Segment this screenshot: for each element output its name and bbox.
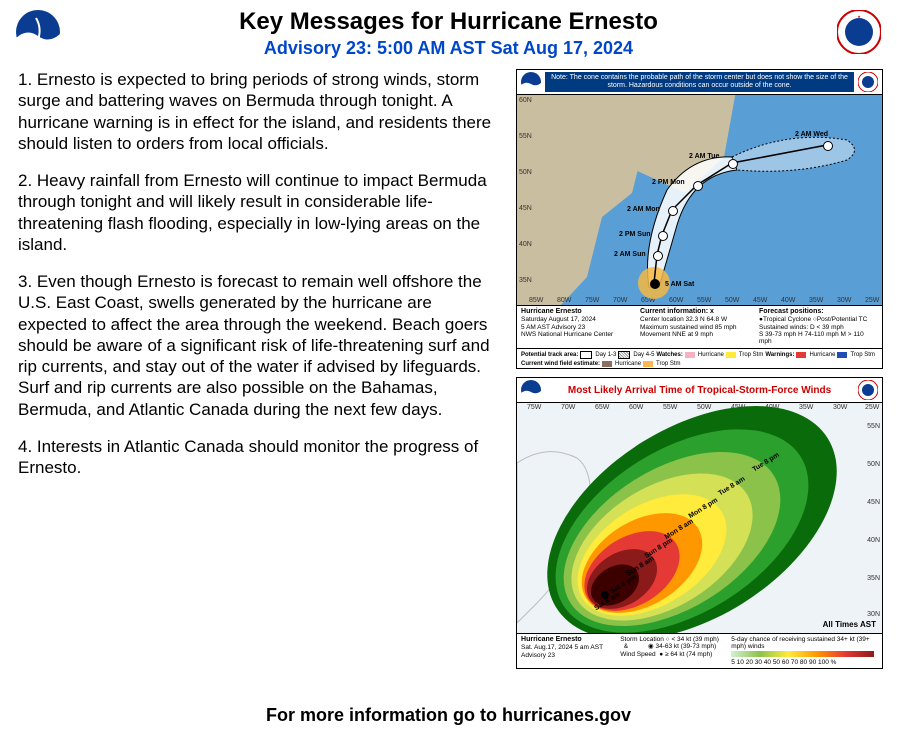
swatch-hur-warn xyxy=(796,352,806,358)
cone-map-canvas: 60N 55N 50N 45N 40N 35N 85W 80W 75W 70W … xyxy=(517,95,882,305)
cone-note-banner: Note: The cone contains the probable pat… xyxy=(545,72,854,91)
arrival-time-map: Most Likely Arrival Time of Tropical-Sto… xyxy=(516,377,883,669)
fp-tc: ●Tropical Cyclone ○Post/Potential TC xyxy=(759,316,867,323)
cone-legend: Potential track area: Day 1-3 Day 4-5 Wa… xyxy=(517,348,882,369)
swatch-hur-watch xyxy=(685,352,695,358)
cone-info-strip: Hurricane Ernesto Saturday August 17, 20… xyxy=(517,305,882,348)
legend-warnings: Warnings: xyxy=(765,352,794,358)
storm-loc-lbl: Storm Location xyxy=(620,636,664,643)
nws-mini-icon xyxy=(858,72,878,92)
header: ★ Key Messages for Hurricane Ernesto Adv… xyxy=(0,0,897,59)
footer-link-text: For more information go to hurricanes.go… xyxy=(0,705,897,726)
legend-d13: Day 1-3 xyxy=(595,352,616,358)
k64: ≥ 64 kt (74 mph) xyxy=(665,651,712,658)
info-adv-2: Advisory 23 xyxy=(521,652,555,659)
legend-track: Potential track area: xyxy=(521,352,578,358)
swatch-d45 xyxy=(618,351,630,359)
info-src: NWS National Hurricane Center xyxy=(521,331,613,338)
track-point xyxy=(653,251,663,261)
track-point-current xyxy=(650,279,660,289)
all-times-label: All Times AST xyxy=(823,620,876,629)
info-adv: 5 AM AST Advisory 23 xyxy=(521,324,585,331)
k34: < 34 kt (39 mph) xyxy=(671,636,719,643)
track-point xyxy=(668,206,678,216)
track-point xyxy=(823,141,833,151)
swatch-wf-ts xyxy=(643,361,653,367)
track-point xyxy=(693,181,703,191)
legend-d45: Day 4-5 xyxy=(633,352,654,358)
chance-gradient xyxy=(731,651,874,657)
legend-windfield: Current wind field estimate: xyxy=(521,361,600,367)
arrival-svg xyxy=(517,403,882,633)
storm-name: Hurricane Ernesto xyxy=(521,308,582,315)
arrival-map-canvas: 75W 70W 65W 60W 55W 50W 45W 40W 35W 30W … xyxy=(517,403,882,633)
forecast-cone-map: Note: The cone contains the probable pat… xyxy=(516,69,883,369)
swatch-d13 xyxy=(580,351,592,359)
track-point xyxy=(658,231,668,241)
track-point xyxy=(728,159,738,169)
cone-svg xyxy=(517,95,882,305)
key-message-2: 2. Heavy rainfall from Ernesto will cont… xyxy=(18,170,504,255)
track-label: 2 PM Mon xyxy=(652,179,685,186)
legend-ts-warn: Trop Stm xyxy=(850,352,874,358)
chance-hdr: 5-day chance of receiving sustained 34+ … xyxy=(731,636,869,650)
arrival-map-title: Most Likely Arrival Time of Tropical-Sto… xyxy=(541,385,858,396)
swatch-ts-warn xyxy=(837,352,847,358)
track-label: 5 AM Sat xyxy=(665,281,694,288)
legend-wf-ts: Trop Stm xyxy=(656,361,680,367)
legend-hur-w: Hurricane xyxy=(698,352,724,358)
info-date: Saturday August 17, 2024 xyxy=(521,316,596,323)
arrival-info-strip: Hurricane Ernesto Sat. Aug.17, 2024 5 am… xyxy=(517,633,882,669)
svg-text:★: ★ xyxy=(857,14,861,19)
swatch-wf-hur xyxy=(602,361,612,367)
key-message-4: 4. Interests in Atlantic Canada should m… xyxy=(18,436,504,479)
info-date-2: Sat. Aug.17, 2024 5 am AST xyxy=(521,644,603,651)
legend-watches: Watches: xyxy=(656,352,682,358)
wind-speed-lbl: Wind Speed xyxy=(620,651,655,658)
current-wind: Maximum sustained wind 85 mph xyxy=(640,324,736,331)
current-hdr: Current information: x xyxy=(640,308,714,315)
fp-cats: S 39-73 mph H 74-110 mph M > 110 mph xyxy=(759,331,864,345)
track-label: 2 AM Mon xyxy=(627,206,660,213)
track-label: 2 PM Sun xyxy=(619,231,651,238)
fp-winds: Sustained winds: D < 39 mph xyxy=(759,324,844,331)
key-message-3: 3. Even though Ernesto is forecast to re… xyxy=(18,271,504,420)
track-label: 2 AM Wed xyxy=(795,131,828,138)
nws-logo-icon: ★ xyxy=(837,10,881,54)
storm-name-2: Hurricane Ernesto xyxy=(521,636,582,643)
key-messages-list: 1. Ernesto is expected to bring periods … xyxy=(18,69,516,669)
noaa-mini-icon xyxy=(521,380,541,400)
forecast-hdr: Forecast positions: xyxy=(759,308,824,315)
key-message-1: 1. Ernesto is expected to bring periods … xyxy=(18,69,504,154)
legend-wf-hur: Hurricane xyxy=(615,361,641,367)
advisory-subtitle: Advisory 23: 5:00 AM AST Sat Aug 17, 202… xyxy=(0,38,897,59)
track-label: 2 AM Sun xyxy=(614,251,646,258)
legend-ts-w: Trop Stm xyxy=(739,352,763,358)
current-mov: Movement NNE at 9 mph xyxy=(640,331,713,338)
swatch-ts-watch xyxy=(726,352,736,358)
page-title: Key Messages for Hurricane Ernesto xyxy=(0,8,897,36)
chance-ticks: 5 10 20 30 40 50 60 70 80 90 100 % xyxy=(731,659,836,666)
noaa-mini-icon xyxy=(521,72,541,92)
legend-hur-warn: Hurricane xyxy=(809,352,835,358)
current-loc: Center location 32.3 N 64.8 W xyxy=(640,316,727,323)
nws-mini-icon xyxy=(858,380,878,400)
noaa-logo-icon xyxy=(16,10,60,54)
track-label: 2 AM Tue xyxy=(689,153,719,160)
k3463: 34-63 kt (39-73 mph) xyxy=(655,643,716,650)
